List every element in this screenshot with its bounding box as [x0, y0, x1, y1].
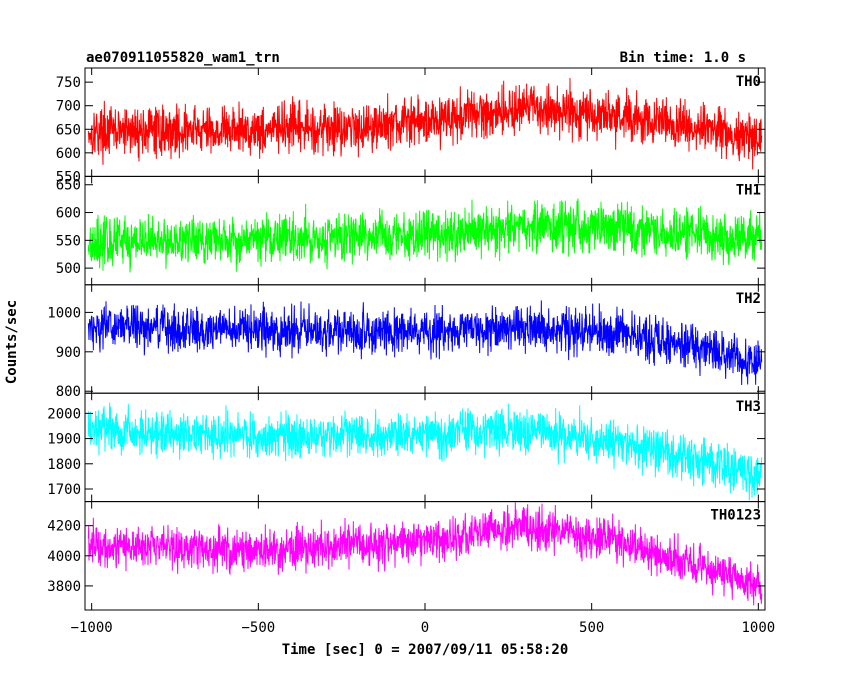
y-tick-label: 650 — [56, 122, 81, 138]
y-tick-label: 500 — [56, 261, 81, 277]
y-tick-label: 550 — [56, 169, 81, 185]
series-line-th0123 — [87, 502, 763, 606]
panels-group: 550 600 650 700 750 TH0 500 550 600 650 TH1 800 900 1… — [47, 67, 766, 611]
y-tick-label: 2000 — [47, 406, 81, 422]
y-tick-label: 1900 — [47, 432, 81, 448]
panel-th2: 800 900 1000 TH2 — [47, 284, 766, 400]
y-tick-label: 600 — [56, 206, 81, 222]
y-tick-label: 700 — [56, 99, 81, 115]
x-tick-label: −1000 — [71, 620, 113, 636]
y-tick-label: 550 — [56, 233, 81, 249]
y-tick-label: 600 — [56, 146, 81, 162]
y-tick-label: 800 — [56, 384, 81, 400]
x-tick-label: 1000 — [741, 620, 775, 636]
y-tick-label: 1800 — [47, 457, 81, 473]
panel-th0: 550 600 650 700 750 TH0 — [56, 67, 766, 185]
series-line-th2 — [87, 300, 763, 386]
y-tick-label: 650 — [56, 178, 81, 194]
bin-time-label: Bin time: 1.0 s — [620, 50, 746, 66]
y-axis-label: Counts/sec — [4, 300, 20, 384]
panel-th1: 500 550 600 650 TH1 — [56, 175, 766, 286]
series-line-th3 — [87, 402, 763, 501]
series-line-th0 — [87, 78, 763, 170]
y-tick-label: 3800 — [47, 579, 81, 595]
x-tick-label: 500 — [579, 620, 604, 636]
panel-th3: 1700 1800 1900 2000 TH3 — [47, 392, 766, 503]
panel-label-th0: TH0 — [736, 74, 761, 90]
y-tick-label: 750 — [56, 75, 81, 91]
y-tick-label: 1000 — [47, 305, 81, 321]
y-tick-label: 4200 — [47, 519, 81, 535]
chart-title: ae070911055820_wam1_trn — [86, 50, 280, 66]
panel-label-th3: TH3 — [736, 399, 761, 415]
x-tick-label: −500 — [241, 620, 275, 636]
x-tick-label: 0 — [421, 620, 429, 636]
panel-label-th2: TH2 — [736, 291, 761, 307]
panel-th0123: 3800 4000 4200 TH0123 — [47, 501, 766, 611]
y-tick-label: 900 — [56, 345, 81, 361]
panel-label-th0123: TH0123 — [710, 508, 761, 524]
series-line-th1 — [87, 198, 763, 273]
x-axis: −1000 −500 0 500 1000 — [71, 620, 776, 636]
y-tick-label: 1700 — [47, 482, 81, 498]
panel-label-th1: TH1 — [736, 182, 761, 198]
y-tick-label: 4000 — [47, 549, 81, 565]
x-axis-label: Time [sec] 0 = 2007/09/11 05:58:20 — [282, 642, 569, 658]
